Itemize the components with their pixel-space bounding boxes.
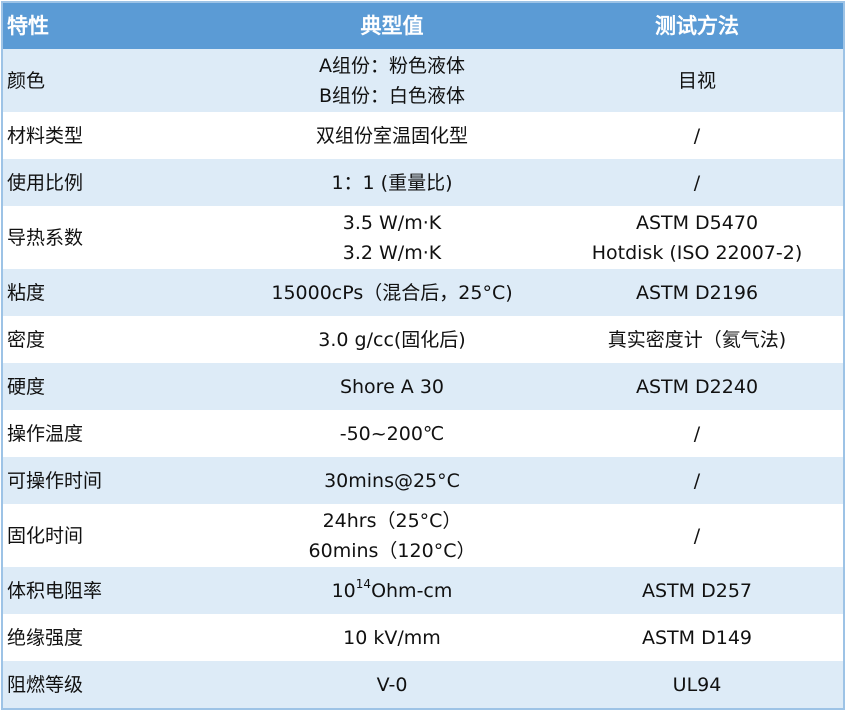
property-cell: 密度: [2, 316, 233, 363]
method-line: /: [693, 124, 701, 147]
value-line: 双组份室温固化型: [315, 124, 468, 147]
method-line: ASTM D149: [642, 626, 752, 649]
header-row: 特性 典型值 测试方法: [2, 2, 844, 49]
table-row: 硬度 Shore A 30 ASTM D2240: [2, 363, 844, 410]
table-row: 固化时间 24hrs（25°C） 60mins（120°C） /: [2, 504, 844, 567]
method-cell: /: [551, 410, 844, 457]
property-cell: 使用比例: [2, 159, 233, 206]
table-row: 使用比例 1：1 (重量比) /: [2, 159, 844, 206]
table-row: 阻燃等级 V-0 UL94: [2, 661, 844, 709]
method-cell: UL94: [551, 661, 844, 709]
property-cell: 颜色: [2, 49, 233, 112]
method-line: /: [693, 422, 701, 445]
method-cell: ASTM D149: [551, 614, 844, 661]
value-line: B组份：白色液体: [318, 84, 466, 107]
value-cell: 30mins@25°C: [233, 457, 551, 504]
method-line: 真实密度计（氦气法): [607, 328, 787, 351]
value-line: 30mins@25°C: [324, 469, 460, 492]
value-cell: -50~200℃: [233, 410, 551, 457]
method-cell: 目视: [551, 49, 844, 112]
value-exp: 14: [355, 576, 372, 591]
value-cell: 1014Ohm-cm: [233, 567, 551, 614]
value-line: V-0: [376, 673, 408, 696]
value-line: Shore A 30: [339, 375, 445, 398]
method-cell: ASTM D2196: [551, 269, 844, 316]
header-method: 测试方法: [551, 2, 844, 49]
value-cell: Shore A 30: [233, 363, 551, 410]
method-line: ASTM D5470: [635, 211, 759, 234]
method-cell: /: [551, 159, 844, 206]
value-line: 60mins（120°C）: [308, 539, 476, 562]
header-property: 特性: [2, 2, 233, 49]
method-cell: ASTM D257: [551, 567, 844, 614]
method-line: 目视: [677, 69, 716, 92]
value-cell: V-0: [233, 661, 551, 709]
method-cell: /: [551, 112, 844, 159]
method-line: ASTM D2240: [635, 375, 759, 398]
property-cell: 操作温度: [2, 410, 233, 457]
table-row: 材料类型 双组份室温固化型 /: [2, 112, 844, 159]
method-line: ASTM D2196: [635, 281, 759, 304]
method-line: ASTM D257: [642, 579, 752, 602]
method-line: UL94: [672, 673, 722, 696]
value-unit: Ohm-cm: [371, 579, 453, 602]
method-line: /: [693, 524, 701, 547]
property-cell: 绝缘强度: [2, 614, 233, 661]
property-cell: 固化时间: [2, 504, 233, 567]
property-cell: 硬度: [2, 363, 233, 410]
value-cell: 双组份室温固化型: [233, 112, 551, 159]
value-line: 10 kV/mm: [343, 626, 441, 649]
value-cell: 24hrs（25°C） 60mins（120°C）: [233, 504, 551, 567]
method-cell: /: [551, 457, 844, 504]
table-row: 绝缘强度 10 kV/mm ASTM D149: [2, 614, 844, 661]
header-value: 典型值: [233, 2, 551, 49]
method-cell: /: [551, 504, 844, 567]
table-row: 导热系数 3.5 W/m·K 3.2 W/m·K ASTM D5470 Hotdisk …: [2, 206, 844, 269]
method-line: /: [693, 469, 701, 492]
method-line: Hotdisk (ISO 22007-2): [591, 241, 803, 264]
property-cell: 导热系数: [2, 206, 233, 269]
property-cell: 可操作时间: [2, 457, 233, 504]
table-row: 体积电阻率 1014Ohm-cm ASTM D257: [2, 567, 844, 614]
value-line: -50~200℃: [339, 422, 445, 445]
property-cell: 体积电阻率: [2, 567, 233, 614]
value-cell: A组份：粉色液体 B组份：白色液体: [233, 49, 551, 112]
value-line: 15000cPs（混合后，25°C): [271, 281, 513, 304]
value-line: 3.5 W/m·K: [342, 211, 442, 234]
value-cell: 3.0 g/cc(固化后): [233, 316, 551, 363]
value-line: 3.0 g/cc(固化后): [318, 328, 466, 351]
value-line: 24hrs（25°C）: [322, 509, 462, 532]
value-base: 10: [331, 579, 356, 602]
table-row: 密度 3.0 g/cc(固化后) 真实密度计（氦气法): [2, 316, 844, 363]
method-cell: ASTM D2240: [551, 363, 844, 410]
value-line: 3.2 W/m·K: [342, 241, 442, 264]
value-cell: 1：1 (重量比): [233, 159, 551, 206]
property-cell: 阻燃等级: [2, 661, 233, 709]
method-cell: ASTM D5470 Hotdisk (ISO 22007-2): [551, 206, 844, 269]
method-cell: 真实密度计（氦气法): [551, 316, 844, 363]
value-cell: 10 kV/mm: [233, 614, 551, 661]
value-line: 1：1 (重量比): [331, 171, 453, 194]
table-row: 颜色 A组份：粉色液体 B组份：白色液体 目视: [2, 49, 844, 112]
table-row: 粘度 15000cPs（混合后，25°C) ASTM D2196: [2, 269, 844, 316]
value-cell: 15000cPs（混合后，25°C): [233, 269, 551, 316]
table-row: 操作温度 -50~200℃ /: [2, 410, 844, 457]
property-cell: 材料类型: [2, 112, 233, 159]
property-cell: 粘度: [2, 269, 233, 316]
method-line: /: [693, 171, 701, 194]
value-cell: 3.5 W/m·K 3.2 W/m·K: [233, 206, 551, 269]
value-line: A组份：粉色液体: [319, 54, 465, 77]
table-row: 可操作时间 30mins@25°C /: [2, 457, 844, 504]
